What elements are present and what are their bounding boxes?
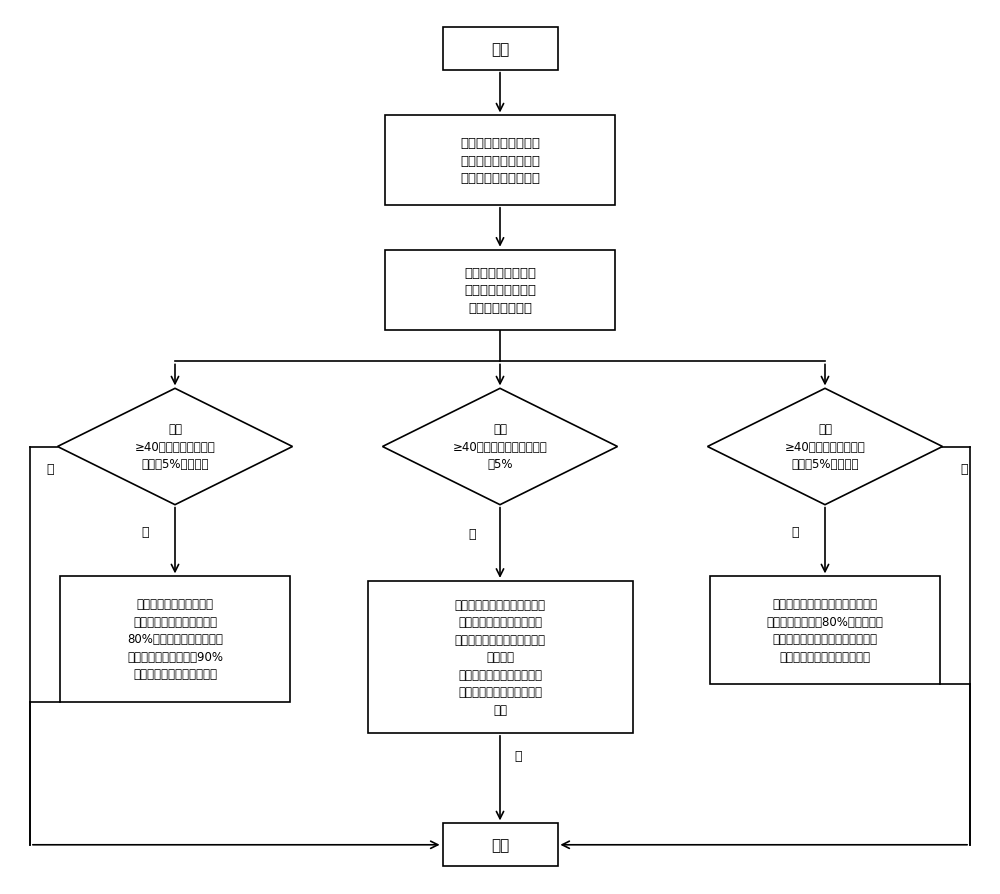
Text: 车速
≥40公里／小时并且坡
度大于5%的下坡路: 车速 ≥40公里／小时并且坡 度大于5%的下坡路 [785,423,865,471]
FancyBboxPatch shape [385,116,615,206]
FancyBboxPatch shape [368,581,633,733]
Text: 是: 是 [141,526,149,538]
Text: 控制器控制减小节气门开
度，车速下降为设定车速的
80%时，重新增大节气门开
度，车速达到设定速度90%
时，重新减小节气门开度。: 控制器控制减小节气门开 度，车速下降为设定车速的 80%时，重新增大节气门开 度… [127,598,223,680]
Text: 开始: 开始 [491,42,509,56]
Text: 是: 是 [791,526,799,538]
Polygon shape [708,389,942,505]
Text: 否: 否 [961,463,968,476]
FancyBboxPatch shape [385,250,615,331]
Text: 车速数据及坡度数据
传输给控制器，控制
器做进一步处理。: 车速数据及坡度数据 传输给控制器，控制 器做进一步处理。 [464,266,536,315]
Polygon shape [57,389,292,505]
Text: 否: 否 [46,463,54,476]
FancyBboxPatch shape [60,577,290,702]
Text: 否: 否 [514,749,522,762]
Polygon shape [382,389,617,505]
FancyBboxPatch shape [442,28,558,71]
Text: 是: 是 [468,527,476,541]
Text: 速度传感器和坡度传感
器分别检测车速信号及
汽车行驶的道路的坡度: 速度传感器和坡度传感 器分别检测车速信号及 汽车行驶的道路的坡度 [460,137,540,185]
Text: 当控制器检测到车速设置开关
按下时，存储此时的车速；
当检测到制动踏板踩下时，定
速取消；
当检测到车速恢复开关按下
时，车速恢复为原存储的车
速。: 当控制器检测到车速设置开关 按下时，存储此时的车速； 当检测到制动踏板踩下时，定… [454,598,546,716]
Text: 结束: 结束 [491,838,509,852]
FancyBboxPatch shape [442,823,558,866]
Text: 车速
≥40公里／小时并且坡
度大于5%的上坡路: 车速 ≥40公里／小时并且坡 度大于5%的上坡路 [135,423,215,471]
FancyBboxPatch shape [710,577,940,684]
Text: 车速
≥40公里／小时并且坡度小
于5%: 车速 ≥40公里／小时并且坡度小 于5% [453,423,547,471]
Text: 控制器控制减少节气门开度，车速
下降为设定车速的80%时，重新增
大节气门开度，车速达到原设定车
速时，重新减小节气门开度。: 控制器控制减少节气门开度，车速 下降为设定车速的80%时，重新增 大节气门开度，… [767,597,883,663]
